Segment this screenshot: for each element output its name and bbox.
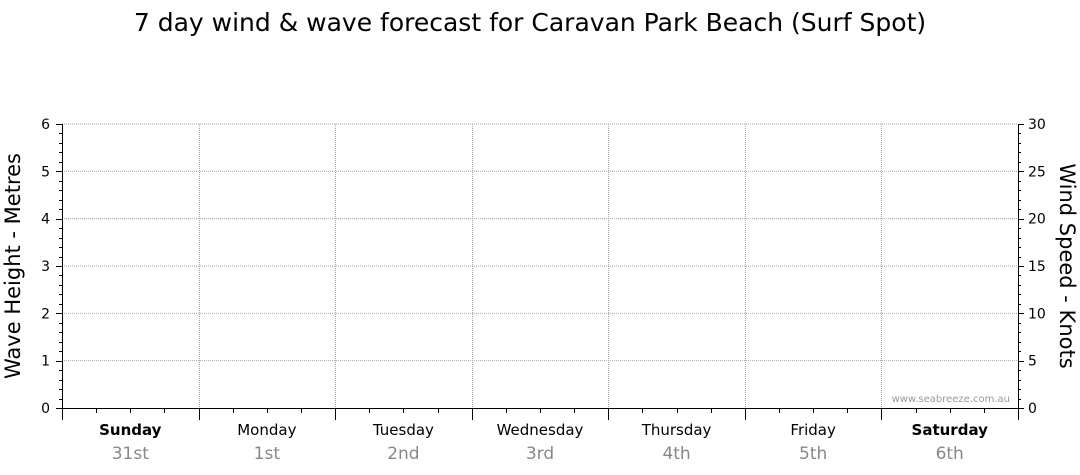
gridlines — [62, 123, 1019, 408]
day-date-label: 2nd — [387, 444, 419, 464]
right-tick-label: 5 — [1028, 354, 1037, 370]
right-tick-label: 30 — [1028, 117, 1046, 133]
day-date-label: 5th — [799, 444, 827, 464]
left-tick-label: 5 — [41, 164, 50, 180]
watermark: www.seabreeze.com.au — [892, 394, 1010, 405]
left-tick-label: 0 — [41, 401, 50, 417]
left-tick-label: 3 — [41, 259, 50, 275]
axes — [62, 124, 1019, 420]
right-axis-ticks: 0 5 10 15 20 25 30 — [1018, 117, 1046, 417]
day-name-label: Friday — [790, 421, 836, 439]
day-date-label: 6th — [936, 444, 964, 464]
day-name-label: Wednesday — [497, 421, 584, 439]
day-name-label: Saturday — [912, 421, 989, 439]
day-name-label: Tuesday — [372, 421, 434, 439]
right-tick-label: 25 — [1028, 164, 1046, 180]
right-tick-label: 20 — [1028, 212, 1046, 228]
chart-title: 7 day wind & wave forecast for Caravan P… — [134, 8, 926, 37]
day-date-label: 4th — [662, 444, 690, 464]
day-date-label: 31st — [112, 444, 149, 464]
left-tick-label: 4 — [41, 212, 50, 228]
left-tick-label: 6 — [41, 117, 50, 133]
right-tick-label: 10 — [1028, 306, 1046, 322]
day-name-label: Thursday — [641, 421, 712, 439]
day-name-label: Monday — [237, 421, 296, 439]
day-name-label: Sunday — [99, 421, 162, 439]
left-tick-label: 2 — [41, 306, 50, 322]
right-tick-label: 0 — [1028, 401, 1037, 417]
left-tick-label: 1 — [41, 354, 50, 370]
day-date-label: 1st — [254, 444, 281, 464]
right-tick-label: 15 — [1028, 259, 1046, 275]
left-axis-ticks: 0 1 2 3 4 5 6 — [41, 117, 62, 417]
left-axis-title: Wave Height - Metres — [1, 153, 25, 379]
right-axis-title: Wind Speed - Knots — [1055, 163, 1079, 368]
day-date-label: 3rd — [526, 444, 554, 464]
day-labels: Sunday 31st Monday 1st Tuesday 2nd Wednesday 3r… — [99, 421, 988, 464]
